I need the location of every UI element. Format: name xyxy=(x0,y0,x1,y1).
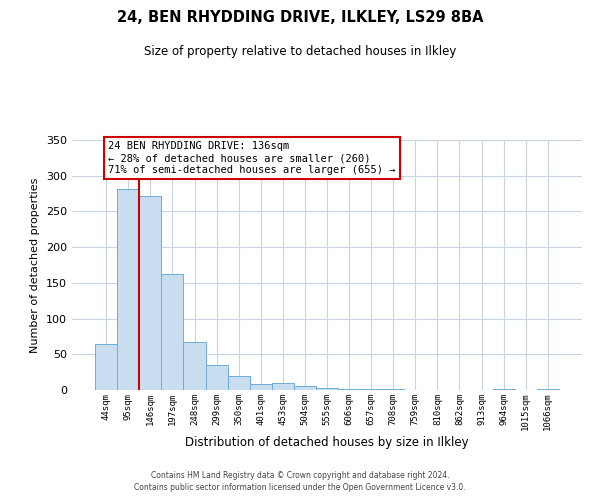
X-axis label: Distribution of detached houses by size in Ilkley: Distribution of detached houses by size … xyxy=(185,436,469,449)
Bar xyxy=(95,344,117,390)
Bar xyxy=(184,342,206,390)
Bar xyxy=(272,383,294,390)
Bar xyxy=(206,365,227,390)
Bar xyxy=(117,188,139,390)
Bar xyxy=(139,196,161,390)
Bar xyxy=(161,274,184,390)
Bar xyxy=(227,376,250,390)
Text: 24 BEN RHYDDING DRIVE: 136sqm
← 28% of detached houses are smaller (260)
71% of : 24 BEN RHYDDING DRIVE: 136sqm ← 28% of d… xyxy=(108,142,395,174)
Text: Contains HM Land Registry data © Crown copyright and database right 2024.: Contains HM Land Registry data © Crown c… xyxy=(151,471,449,480)
Bar xyxy=(294,386,316,390)
Bar xyxy=(250,384,272,390)
Bar xyxy=(360,388,382,390)
Text: Size of property relative to detached houses in Ilkley: Size of property relative to detached ho… xyxy=(144,45,456,58)
Bar xyxy=(316,388,338,390)
Text: Contains public sector information licensed under the Open Government Licence v3: Contains public sector information licen… xyxy=(134,484,466,492)
Y-axis label: Number of detached properties: Number of detached properties xyxy=(31,178,40,352)
Text: 24, BEN RHYDDING DRIVE, ILKLEY, LS29 8BA: 24, BEN RHYDDING DRIVE, ILKLEY, LS29 8BA xyxy=(117,10,483,25)
